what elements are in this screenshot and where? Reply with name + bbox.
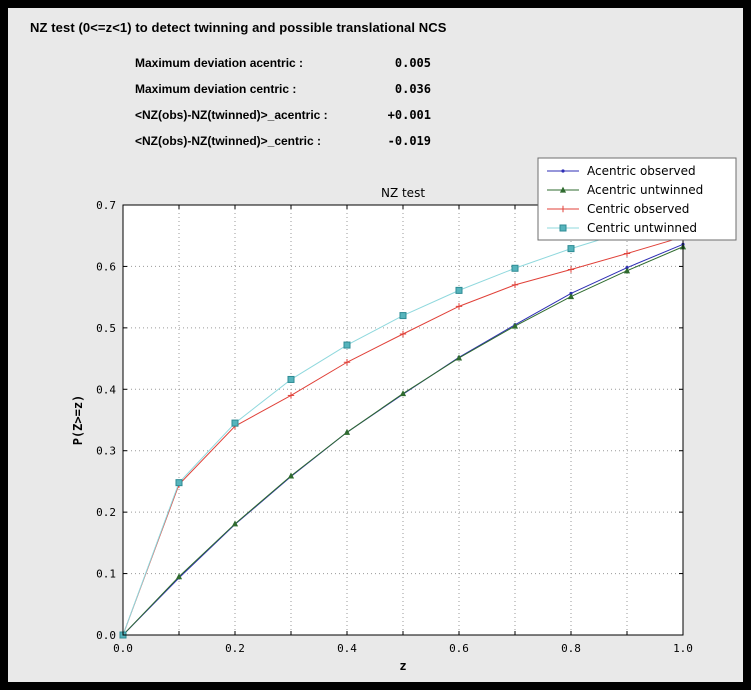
- legend-label: Centric observed: [587, 202, 689, 216]
- series-acentric-untwinned: [119, 243, 687, 638]
- legend-label: Centric untwinned: [587, 221, 697, 235]
- y-axis-label: P(Z>=z): [71, 395, 85, 446]
- stat-label-max-dev-acentric: Maximum deviation acentric :: [135, 56, 304, 70]
- stat-value-max-dev-centric: 0.036: [394, 82, 431, 96]
- stat-value-nz-diff-acentric: +0.001: [387, 108, 431, 122]
- svg-text:0.2: 0.2: [96, 506, 116, 519]
- stat-label-max-dev-centric: Maximum deviation centric :: [135, 82, 297, 96]
- svg-text:0.1: 0.1: [96, 568, 116, 581]
- svg-text:0.6: 0.6: [96, 260, 116, 273]
- plot-frame: [122, 204, 684, 636]
- legend-box: [537, 157, 737, 241]
- legend: Acentric observed Acentric untwinned Centr…: [537, 157, 737, 241]
- svg-text:0.5: 0.5: [96, 322, 116, 335]
- svg-text:0.0: 0.0: [113, 642, 133, 655]
- page-title: NZ test (0<=z<1) to detect twinning and …: [30, 20, 447, 35]
- svg-text:0.8: 0.8: [561, 642, 581, 655]
- stat-row: <NZ(obs)-NZ(twinned)>_acentric : +0.001: [135, 102, 431, 128]
- legend-label: Acentric untwinned: [587, 183, 703, 197]
- stat-row: Maximum deviation centric : 0.036: [135, 76, 431, 102]
- stat-value-max-dev-acentric: 0.005: [394, 56, 431, 70]
- legend-label: Acentric observed: [587, 164, 696, 178]
- svg-text:1.0: 1.0: [673, 642, 693, 655]
- report-panel: NZ test (0<=z<1) to detect twinning and …: [8, 8, 743, 682]
- nz-test-plot: 0.0 0.2 0.4 0.6 0.8 1.0 0.0 0.1 0.2 0.3 0.4 0.5 0.6 0…: [71, 157, 737, 673]
- stat-value-nz-diff-centric: -0.019: [387, 134, 431, 148]
- grid-lines: [123, 205, 683, 635]
- stat-label-nz-diff-centric: <NZ(obs)-NZ(twinned)>_centric :: [135, 134, 322, 148]
- svg-text:0.0: 0.0: [96, 629, 116, 642]
- svg-text:0.2: 0.2: [225, 642, 245, 655]
- stat-label-nz-diff-acentric: <NZ(obs)-NZ(twinned)>_acentric :: [135, 108, 328, 122]
- svg-text:0.7: 0.7: [96, 199, 116, 212]
- svg-text:0.6: 0.6: [449, 642, 469, 655]
- stat-row: Maximum deviation acentric : 0.005: [135, 50, 431, 76]
- chart-title: NZ test: [381, 186, 425, 200]
- svg-text:0.3: 0.3: [96, 445, 116, 458]
- x-axis-label: z: [399, 659, 406, 673]
- plot-area: [123, 205, 683, 635]
- tick-labels: 0.0 0.2 0.4 0.6 0.8 1.0 0.0 0.1 0.2 0.3 0.4 0.5 0.6 0…: [96, 199, 693, 655]
- stats-block: Maximum deviation acentric : 0.005 Maxim…: [135, 50, 431, 154]
- stat-row: <NZ(obs)-NZ(twinned)>_centric : -0.019: [135, 128, 431, 154]
- svg-text:0.4: 0.4: [96, 383, 116, 396]
- svg-text:0.4: 0.4: [337, 642, 357, 655]
